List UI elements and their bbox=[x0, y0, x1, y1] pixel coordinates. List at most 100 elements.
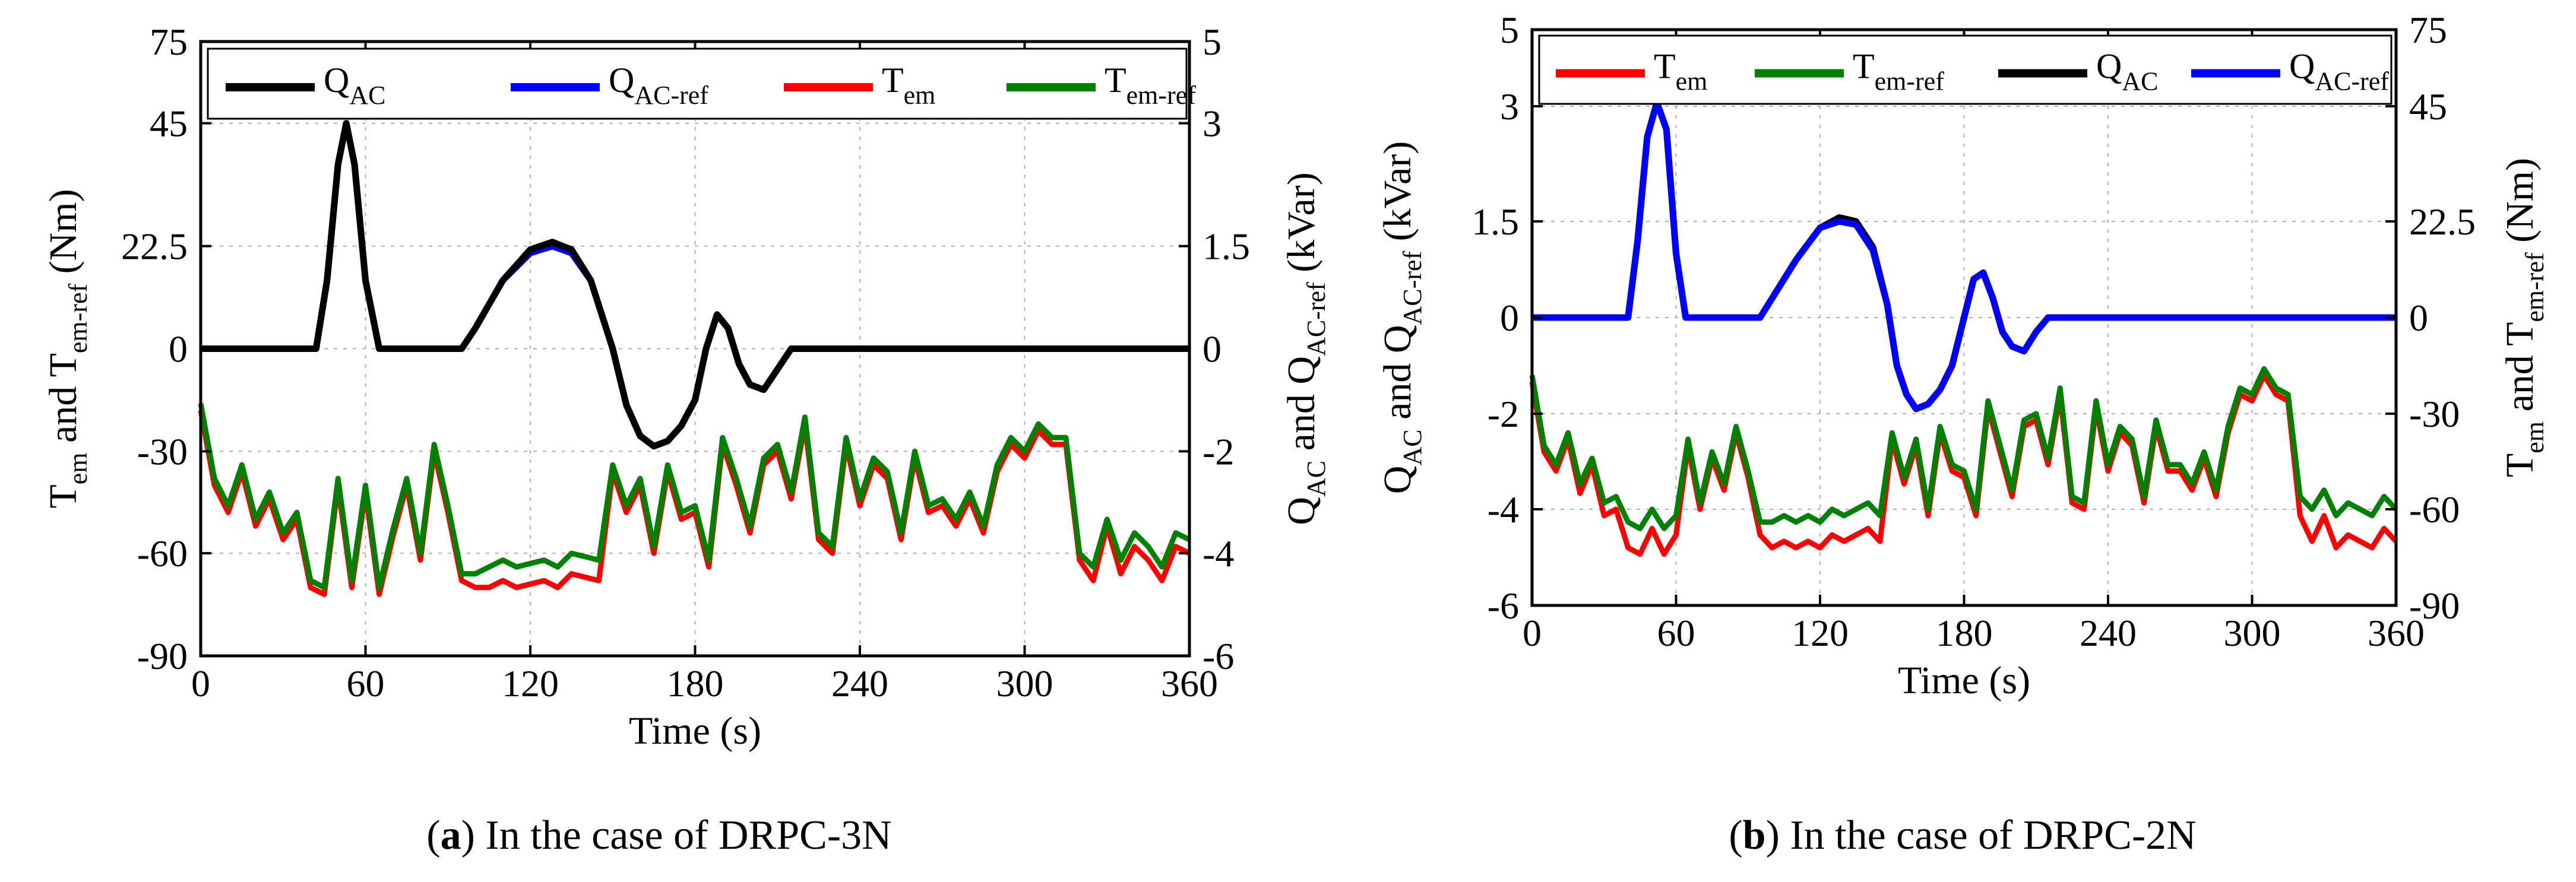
legend-label-subscript: AC bbox=[2122, 67, 2158, 96]
x-tick-label: 0 bbox=[191, 662, 210, 705]
right-y-axis: 5 3 1.5 0 -2 -4 -6 QAC and QAC-ref (kVar) bbox=[1179, 21, 1331, 677]
legend-label: Tem-ref bbox=[1105, 61, 1196, 110]
y-tick-label: -2 bbox=[1488, 393, 1519, 435]
y-tick-label: -90 bbox=[2409, 585, 2460, 627]
x-tick-label: 360 bbox=[2368, 612, 2425, 654]
axis-label-part: (kVar) bbox=[1376, 141, 1419, 251]
y-tick-label: 45 bbox=[150, 103, 188, 145]
y-tick-label: 0 bbox=[1500, 297, 1519, 339]
y-tick-label: 75 bbox=[150, 21, 188, 63]
axis-label-subscript: AC bbox=[1302, 461, 1331, 497]
axis-label-part: T bbox=[2498, 453, 2542, 477]
x-tick-label: 360 bbox=[1161, 662, 1218, 705]
legend-label-main: Q bbox=[609, 61, 634, 100]
y-tick-label: 1.5 bbox=[1202, 226, 1250, 268]
x-tick-label: 120 bbox=[1792, 612, 1849, 654]
y-tick-label: -60 bbox=[2409, 488, 2460, 531]
chart-panel-a: 0 60 120 180 240 300 360 Time (s) 75 45 22.5 0 -30 -6… bbox=[42, 21, 1331, 858]
y-tick-label: 5 bbox=[1202, 21, 1221, 63]
legend-label-subscript: em-ref bbox=[1126, 81, 1197, 110]
series-line-q-ac bbox=[201, 120, 1189, 450]
legend-item: Tem-ref bbox=[1755, 47, 1944, 96]
panel-caption: (a) In the case of DRPC-3N bbox=[426, 813, 891, 858]
x-tick-label: 120 bbox=[502, 662, 559, 705]
legend-label: Tem bbox=[882, 61, 935, 110]
legend-label: Tem bbox=[1654, 47, 1707, 96]
axis-label-subscript: em-ref bbox=[64, 284, 93, 354]
y-tick-label: -30 bbox=[137, 430, 188, 472]
axis-label-part: (Nm) bbox=[42, 189, 85, 283]
legend-label-main: T bbox=[1105, 61, 1126, 100]
y-tick-label: 22.5 bbox=[121, 226, 188, 268]
legend-label: QAC bbox=[2096, 47, 2158, 96]
left-axis-label: Tem and Tem-ref (Nm) bbox=[42, 189, 93, 508]
series-line-t-em-ref bbox=[198, 402, 1191, 591]
left-y-axis: 5 3 1.5 0 -2 -4 -6 QAC and QAC-ref (kVar) bbox=[1376, 9, 1543, 627]
legend-label-main: T bbox=[1654, 47, 1676, 86]
series-group bbox=[1529, 99, 2398, 557]
y-tick-label: 0 bbox=[1202, 328, 1221, 370]
axis-label-subscript: AC-ref bbox=[1398, 251, 1427, 325]
legend-label-subscript: em-ref bbox=[1875, 67, 1945, 96]
left-axis-label: QAC and QAC-ref (kVar) bbox=[1376, 141, 1427, 494]
legend: Tem Tem-ref QAC QAC-ref bbox=[1538, 34, 2393, 105]
y-tick-label: -4 bbox=[1488, 488, 1519, 531]
series-line-q-ac-ref bbox=[1532, 99, 2396, 413]
y-tick-label: 0 bbox=[2409, 297, 2428, 339]
axis-label-part: and T bbox=[42, 353, 85, 452]
axis-label-part: (Nm) bbox=[2498, 158, 2542, 252]
legend-item: Tem-ref bbox=[1007, 61, 1196, 110]
left-y-axis: 75 45 22.5 0 -30 -60 -90 Tem and Tem-ref (Nm) bbox=[42, 21, 211, 677]
x-axis: 0 60 120 180 240 300 360 Time (s) bbox=[1523, 30, 2425, 702]
legend-label-subscript: AC-ref bbox=[634, 81, 708, 110]
y-tick-label: -60 bbox=[137, 532, 188, 575]
panel-letter: b bbox=[1743, 813, 1766, 858]
x-tick-label: 180 bbox=[1936, 612, 1993, 654]
y-tick-label: -6 bbox=[1488, 585, 1519, 627]
series-line-t-em-ref bbox=[1529, 366, 2398, 531]
x-tick-label: 300 bbox=[996, 662, 1053, 705]
x-axis-label: Time (s) bbox=[1898, 659, 2030, 702]
y-tick-label: -4 bbox=[1202, 532, 1234, 575]
axis-label-part: Q bbox=[1280, 497, 1323, 525]
x-tick-label: 0 bbox=[1523, 612, 1542, 654]
axis-label-part: and T bbox=[2498, 322, 2542, 421]
panel-letter: a bbox=[441, 813, 461, 858]
y-tick-label: 45 bbox=[2409, 85, 2447, 128]
axis-label-part: T bbox=[42, 484, 85, 508]
y-tick-label: 1.5 bbox=[1471, 201, 1519, 243]
y-tick-label: 3 bbox=[1500, 85, 1519, 128]
legend-label-subscript: em bbox=[904, 81, 936, 110]
legend-label-subscript: em bbox=[1676, 67, 1708, 96]
right-y-axis: 75 45 22.5 0 -30 -60 -90 Tem and Tem-ref (Nm) bbox=[2385, 9, 2549, 627]
caption-text: In the case of DRPC-3N bbox=[485, 813, 891, 858]
y-tick-label: -6 bbox=[1202, 635, 1234, 677]
legend-label-main: Q bbox=[324, 61, 349, 100]
x-tick-label: 180 bbox=[667, 662, 724, 705]
legend-item: Tem bbox=[1556, 47, 1707, 96]
right-axis-label: Tem and Tem-ref (Nm) bbox=[2498, 158, 2549, 477]
legend-label-main: T bbox=[882, 61, 904, 100]
x-tick-label: 240 bbox=[831, 662, 888, 705]
legend-item: QAC bbox=[1998, 47, 2158, 96]
legend-label: Tem-ref bbox=[1853, 47, 1944, 96]
right-axis-label: QAC and QAC-ref (kVar) bbox=[1280, 172, 1331, 525]
series-group bbox=[198, 120, 1191, 597]
x-tick-label: 240 bbox=[2080, 612, 2137, 654]
axis-label-part: (kVar) bbox=[1280, 172, 1323, 282]
legend-label-subscript: AC bbox=[349, 81, 385, 110]
panel-caption: (b) In the case of DRPC-2N bbox=[1729, 813, 2196, 858]
x-axis: 0 60 120 180 240 300 360 Time (s) bbox=[191, 42, 1218, 753]
legend-label-main: Q bbox=[2289, 47, 2315, 86]
legend-item: QAC-ref bbox=[511, 61, 708, 110]
y-tick-label: 3 bbox=[1202, 103, 1221, 145]
x-tick-label: 60 bbox=[1657, 612, 1695, 654]
legend: QAC QAC-ref Tem Tem-ref bbox=[207, 47, 1196, 120]
y-tick-label: 0 bbox=[169, 328, 188, 370]
y-tick-label: -2 bbox=[1202, 430, 1234, 472]
y-tick-label: -30 bbox=[2409, 393, 2460, 435]
axis-label-part: Q bbox=[1376, 466, 1419, 494]
legend-label-main: T bbox=[1853, 47, 1875, 86]
legend-item: QAC bbox=[226, 61, 385, 110]
